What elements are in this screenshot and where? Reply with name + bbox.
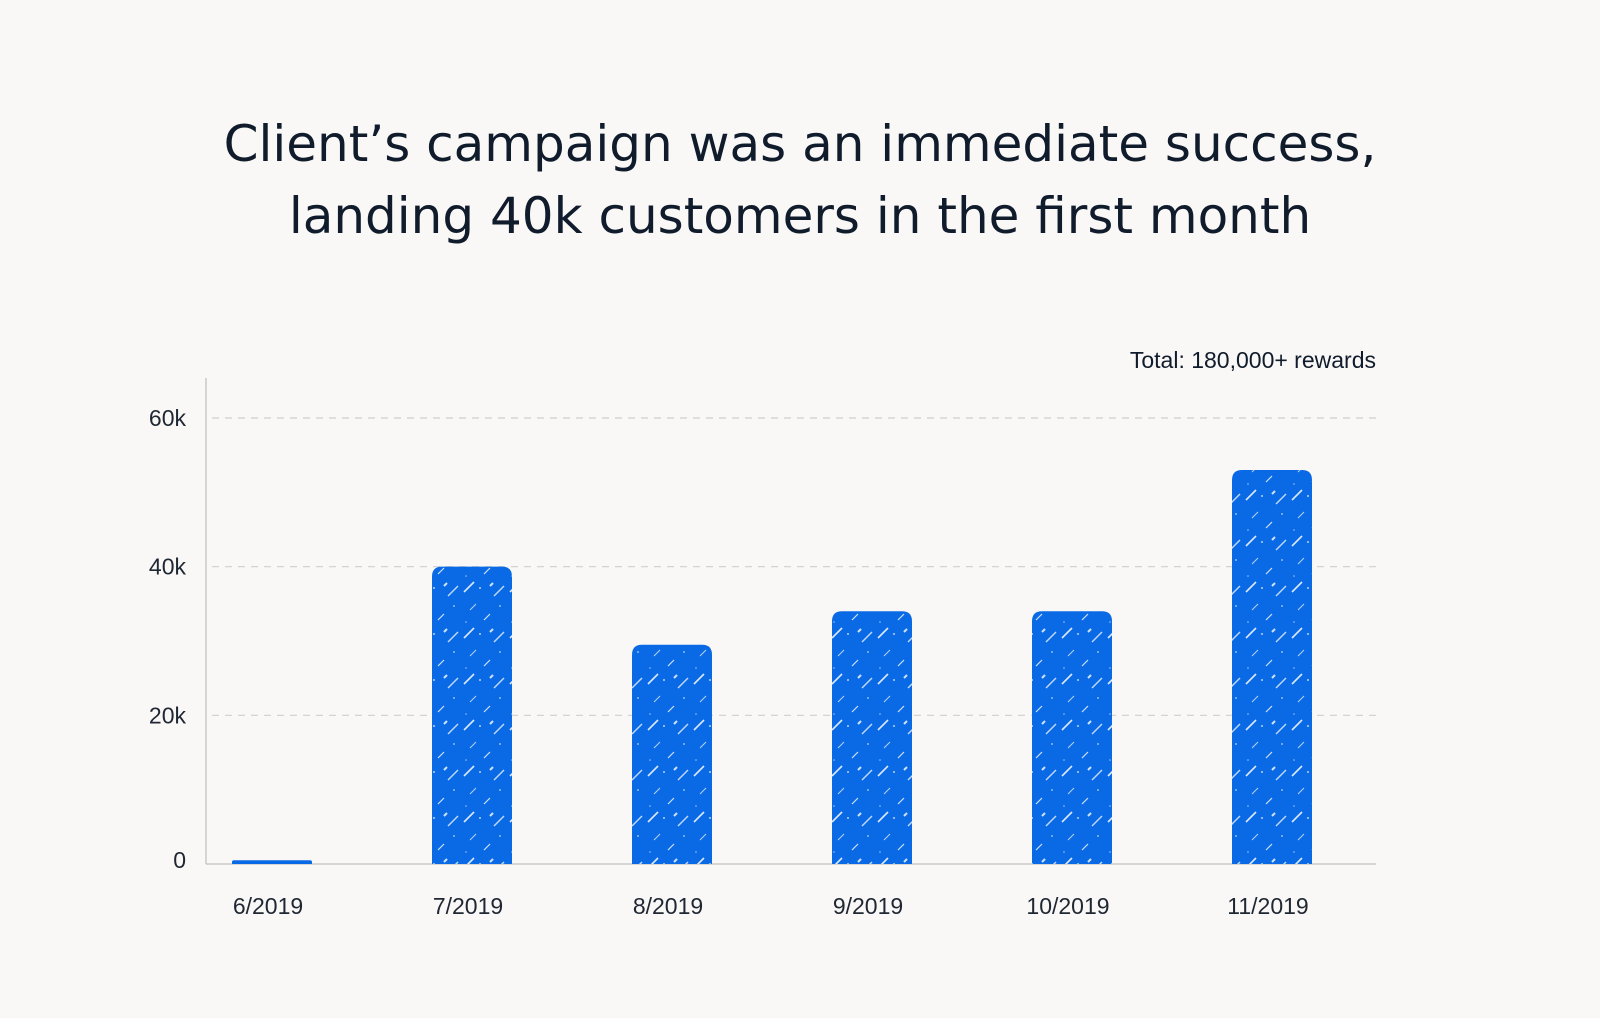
y-tick-label: 20k: [149, 702, 187, 728]
x-tick-label: 11/2019: [1227, 893, 1308, 919]
bar-texture: [832, 611, 912, 864]
bar-texture: [632, 644, 712, 864]
grid-lines: [212, 417, 1376, 716]
total-annotation: Total: 180,000+ rewards: [1130, 347, 1376, 373]
y-tick-label: 40k: [149, 554, 187, 580]
bar-6-2019: [232, 860, 312, 864]
y-tick-label: 60k: [149, 405, 187, 431]
bar-8-2019: [632, 644, 712, 864]
bars: [232, 470, 1312, 864]
bar-11-2019: [1232, 470, 1312, 864]
chart-title-line-1: Client’s campaign was an immediate succe…: [223, 115, 1377, 173]
bar-10-2019: [1032, 611, 1112, 864]
bar-texture: [1232, 470, 1312, 864]
x-tick-label: 10/2019: [1026, 893, 1109, 919]
x-tick-label: 7/2019: [433, 893, 503, 919]
bar-texture: [432, 566, 512, 864]
x-tick-label: 6/2019: [233, 893, 303, 919]
chart-title: Client’s campaign was an immediate succe…: [0, 108, 1600, 252]
bar-7-2019: [432, 566, 512, 864]
y-tick-label: 0: [173, 847, 186, 873]
axes: [205, 378, 1376, 865]
x-tick-label: 8/2019: [633, 893, 703, 919]
chart-title-line-2: landing 40k customers in the first month: [288, 187, 1312, 245]
bar: [232, 860, 312, 864]
x-tick-label: 9/2019: [833, 893, 903, 919]
bar-texture: [1032, 611, 1112, 864]
bar-9-2019: [832, 611, 912, 864]
x-tick-labels: 6/2019 7/2019 8/2019 9/2019 10/2019 11/2019: [233, 893, 1309, 919]
y-tick-labels: 0 20k 40k 60k: [149, 405, 187, 873]
